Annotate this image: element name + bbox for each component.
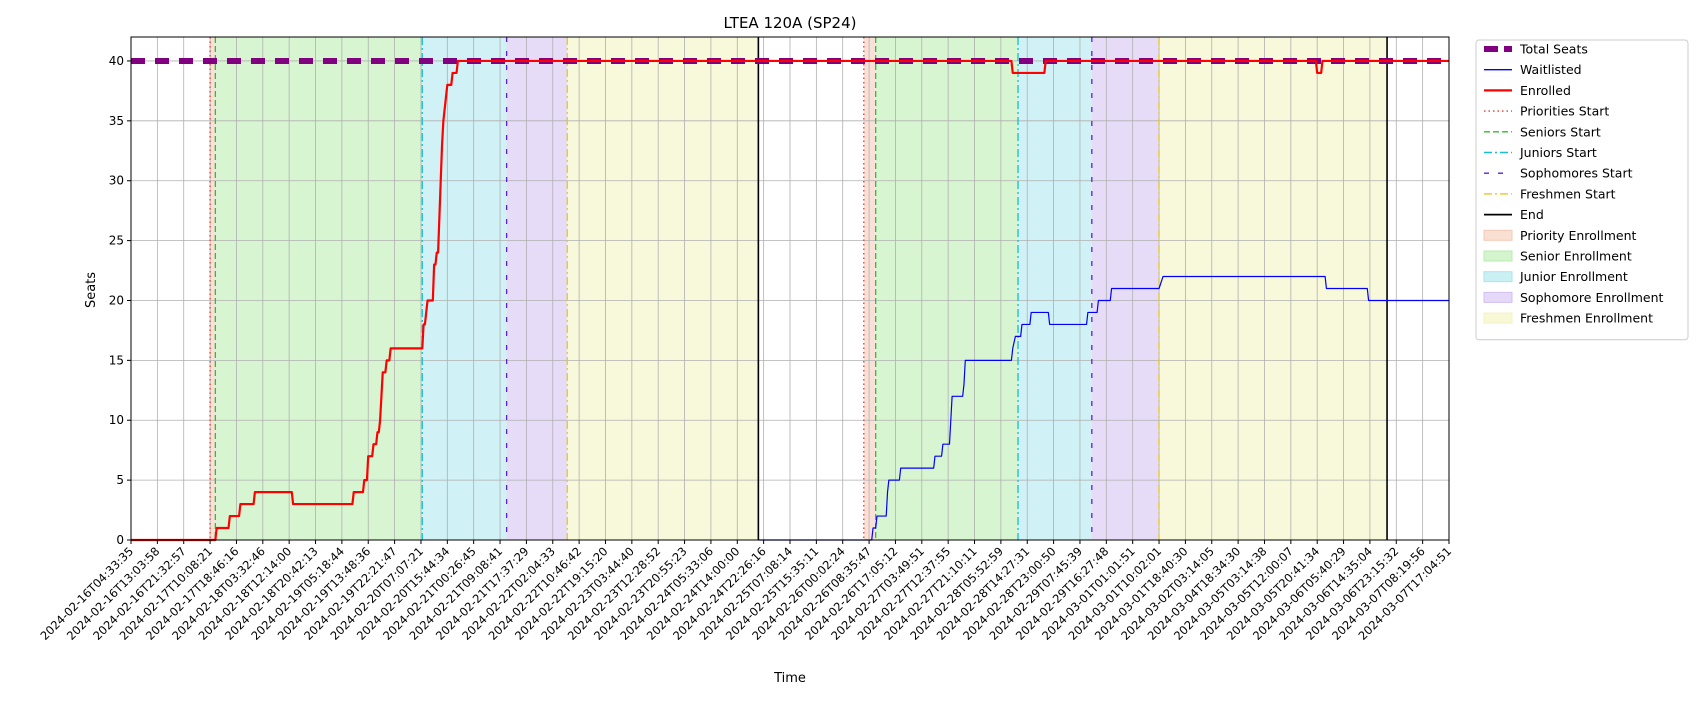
legend-label-priority-enrollment: Priority Enrollment: [1520, 228, 1637, 243]
y-tick-label: 30: [109, 174, 124, 188]
y-tick-label: 35: [109, 114, 124, 128]
y-tick-label: 15: [109, 353, 124, 367]
legend-label-senior-enrollment: Senior Enrollment: [1520, 249, 1632, 264]
legend-label-priorities-start: Priorities Start: [1520, 104, 1609, 119]
y-tick-label: 5: [116, 473, 124, 487]
series-enrolled: [131, 59, 1449, 542]
legend-swatch-freshmen-enrollment: [1483, 312, 1513, 324]
legend-box: [1475, 39, 1689, 341]
legend-label-junior-enrollment: Junior Enrollment: [1519, 269, 1628, 284]
series-waitlisted: [758, 275, 1449, 541]
span-senior-enrollment-6: [875, 37, 1019, 540]
y-tick-label: 0: [116, 533, 124, 547]
legend-label-sophomores-start: Sophomores Start: [1520, 166, 1633, 181]
legend-label-sophomore-enrollment: Sophomore Enrollment: [1520, 290, 1664, 305]
span-priority-enrollment-5: [863, 37, 876, 540]
legend-label-enrolled: Enrolled: [1520, 83, 1571, 98]
phase-start-lines: [209, 37, 1388, 540]
x-axis-label: Time: [773, 671, 806, 686]
legend-label-end: End: [1520, 207, 1544, 222]
span-senior-enrollment-1: [215, 37, 423, 540]
legend-label-freshmen-enrollment: Freshmen Enrollment: [1520, 311, 1653, 326]
chart-title: LTEA 120A (SP24): [724, 14, 857, 32]
legend-swatch-priority-enrollment: [1483, 229, 1513, 241]
span-junior-enrollment-2: [422, 37, 507, 540]
y-axis-label: Seats: [84, 272, 99, 308]
y-tick-label: 20: [109, 293, 124, 307]
span-priority-enrollment-0: [210, 37, 216, 540]
legend-swatch-sophomore-enrollment: [1483, 291, 1513, 303]
span-freshmen-enrollment-4: [567, 37, 759, 540]
span-junior-enrollment-7: [1018, 37, 1092, 540]
legend-label-waitlisted: Waitlisted: [1520, 62, 1582, 77]
legend-label-seniors-start: Seniors Start: [1520, 124, 1601, 139]
legend-swatch-junior-enrollment: [1483, 271, 1513, 283]
y-tick-label: 25: [109, 234, 124, 248]
data-series: [131, 57, 1449, 542]
legend-label-total-seats: Total Seats: [1519, 42, 1588, 57]
legend-label-freshmen-start: Freshmen Start: [1520, 186, 1616, 201]
legend: Total Seats Waitlisted Enrolled Priorities …: [1475, 39, 1689, 341]
legend-swatch-senior-enrollment: [1483, 250, 1513, 262]
y-tick-label: 10: [109, 413, 124, 427]
y-tick-label: 40: [109, 54, 124, 68]
span-sophomore-enrollment-3: [506, 37, 568, 540]
legend-label-juniors-start: Juniors Start: [1519, 145, 1597, 160]
